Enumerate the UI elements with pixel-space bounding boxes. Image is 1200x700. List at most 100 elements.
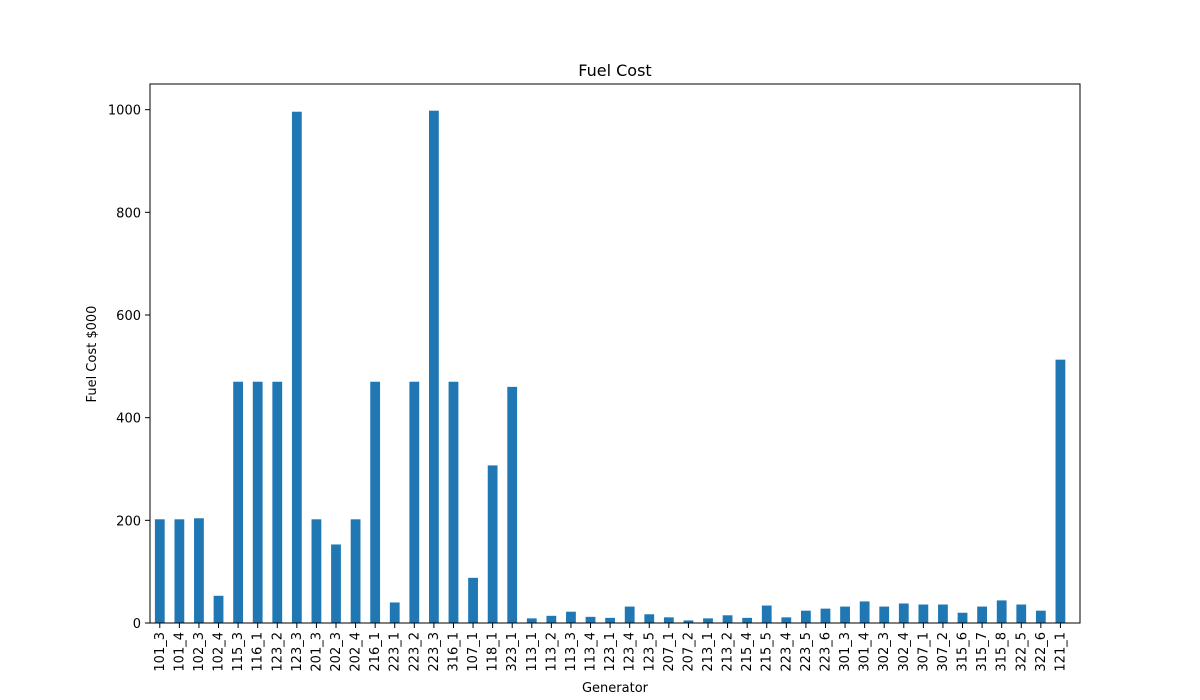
x-tick-label: 123_2	[270, 632, 285, 672]
bar	[507, 386, 518, 623]
x-tick-label: 315_8	[995, 632, 1010, 672]
bar	[781, 617, 792, 623]
x-tick-label: 322_6	[1034, 632, 1049, 672]
x-tick-label: 207_2	[681, 632, 696, 672]
bar	[174, 519, 185, 623]
plot-frame	[149, 83, 1081, 624]
bar	[801, 610, 811, 623]
bar	[722, 615, 733, 623]
bar	[566, 611, 576, 623]
y-tick-label: 200	[116, 514, 141, 529]
bar	[291, 111, 302, 623]
x-tick-label: 223_4	[779, 632, 794, 672]
x-tick-label: 202_4	[349, 632, 364, 672]
bar	[898, 603, 909, 623]
x-tick-label: 202_3	[329, 632, 344, 672]
x-tick-label: 302_3	[877, 632, 892, 672]
bar	[624, 606, 635, 623]
x-tick-label: 115_3	[231, 632, 246, 672]
bar	[213, 595, 224, 623]
bar	[703, 618, 713, 623]
x-tick-label: 215_4	[740, 632, 755, 672]
chart-title: Fuel Cost	[578, 61, 651, 80]
x-tick-label: 101_3	[153, 632, 168, 672]
bar	[272, 381, 283, 623]
x-tick-label: 301_4	[858, 632, 873, 672]
x-tick-label: 113_4	[584, 632, 599, 672]
x-tick-label: 123_5	[642, 632, 657, 672]
bar	[429, 110, 439, 623]
x-tick-label: 302_4	[897, 632, 912, 672]
bar	[409, 381, 420, 623]
bar	[252, 381, 263, 623]
bar	[389, 602, 400, 623]
x-tick-label: 223_6	[818, 632, 833, 672]
x-tick-label: 123_1	[603, 632, 618, 672]
bar	[546, 615, 557, 623]
y-axis-title: Fuel Cost $000	[85, 306, 100, 403]
y-tick-label: 0	[133, 617, 141, 632]
x-tick-label: 223_5	[799, 632, 814, 672]
x-tick-label: 307_2	[936, 632, 951, 672]
bar	[370, 381, 381, 623]
x-tick-label: 102_4	[212, 632, 227, 672]
x-tick-label: 307_1	[916, 632, 931, 672]
bar	[605, 617, 615, 623]
x-tick-label: 216_1	[368, 632, 383, 672]
x-tick-label: 123_3	[290, 632, 305, 672]
x-tick-label: 213_1	[701, 632, 716, 672]
bar	[918, 604, 929, 623]
x-tick-label: 102_3	[192, 632, 207, 672]
y-tick-label: 1000	[108, 104, 141, 119]
bar	[663, 617, 674, 623]
x-axis-title: Generator	[582, 681, 649, 696]
bar	[644, 614, 655, 623]
bar	[311, 519, 322, 623]
x-tick-label: 201_3	[309, 632, 324, 672]
bar	[761, 605, 772, 623]
bar	[468, 577, 478, 623]
bar	[331, 544, 341, 623]
bar	[1016, 604, 1027, 623]
bar	[820, 608, 831, 623]
x-tick-label: 223_3	[427, 632, 442, 672]
x-tick-label: 121_1	[1053, 632, 1068, 672]
bar	[585, 616, 596, 623]
x-tick-label: 315_6	[956, 632, 971, 672]
x-axis-ticks: 101_3 101_4 102_3 102_4 115_3 116_1 123_2 123_3…	[153, 623, 1068, 672]
x-tick-label: 113_1	[525, 632, 540, 672]
y-tick-label: 800	[116, 206, 141, 221]
x-tick-label: 323_1	[505, 632, 520, 672]
bar	[957, 612, 968, 623]
x-tick-label: 213_2	[721, 632, 736, 672]
x-tick-label: 118_1	[486, 632, 501, 672]
bar	[487, 465, 498, 623]
x-tick-label: 107_1	[466, 632, 481, 672]
bar	[996, 600, 1007, 623]
x-tick-label: 101_4	[172, 632, 187, 672]
bar	[859, 601, 870, 623]
bar	[1035, 610, 1046, 623]
bar	[879, 606, 890, 623]
x-tick-label: 223_2	[407, 632, 422, 672]
x-tick-label: 113_3	[564, 632, 579, 672]
x-tick-label: 316_1	[446, 632, 461, 672]
x-tick-label: 116_1	[251, 632, 266, 672]
x-tick-label: 223_1	[388, 632, 403, 672]
bar	[977, 606, 987, 623]
bar	[448, 381, 459, 623]
x-tick-label: 123_4	[623, 632, 638, 672]
x-tick-label: 113_2	[544, 632, 559, 672]
bar	[840, 606, 850, 623]
bar	[938, 604, 948, 623]
bar	[1055, 359, 1066, 623]
bar	[526, 618, 537, 623]
bar	[683, 620, 694, 623]
bar	[742, 617, 753, 623]
y-axis-ticks: 0 200 400 600 800 1000	[108, 104, 150, 632]
bar	[194, 518, 204, 623]
x-tick-label: 315_7	[975, 632, 990, 672]
bar	[154, 519, 165, 623]
